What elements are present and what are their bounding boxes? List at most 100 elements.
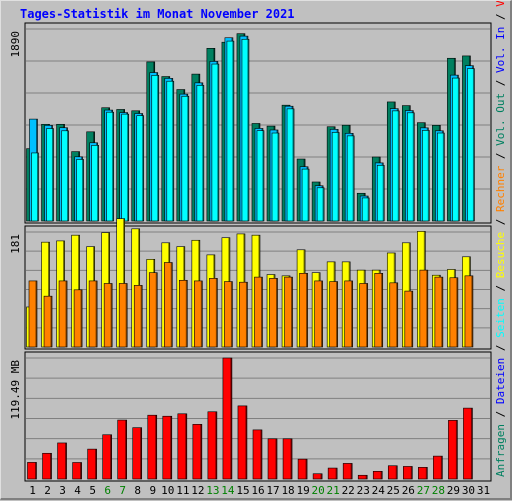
bar-rechner-day-2-outline	[43, 295, 53, 348]
bar-volumen-day-16-shade	[260, 429, 262, 479]
bar-volumen-day-10	[162, 416, 172, 479]
bar-seiten-day-13-shade	[217, 64, 219, 221]
bar-seiten-day-10-shade	[172, 81, 174, 221]
legend-entry: /	[494, 212, 507, 232]
bar-rechner-day-25-outline	[389, 282, 399, 348]
bar-rechner-day-16-outline	[254, 276, 263, 348]
bar-volumen-day-30	[463, 408, 473, 479]
bar-seiten-day-17	[272, 133, 280, 221]
bar-besuche-day-2	[41, 242, 50, 347]
bar-seiten-day-15-shade	[247, 39, 249, 222]
bar-volumen-day-4-shade	[80, 462, 82, 479]
bar-volumen-day-8-shade	[140, 427, 142, 479]
bar-besuche-day-7	[116, 218, 125, 347]
bar-rechner-day-8-outline	[133, 285, 143, 348]
x-tick-label-day-16: 16	[251, 484, 264, 497]
bar-volumen-day-23	[358, 475, 368, 479]
bar-seiten-day-2	[46, 128, 54, 221]
bar-seiten-day-14	[226, 41, 234, 221]
bar-volumen-day-11-outline	[177, 413, 188, 480]
bar-volumen-day-25-outline	[387, 465, 398, 480]
bar-seiten-day-19-outline	[301, 168, 310, 222]
x-tick-label-day-18: 18	[281, 484, 294, 497]
bar-rechner-day-8	[134, 285, 143, 347]
bar-seiten-day-9-outline	[151, 75, 160, 222]
bar-volumen-day-17-outline	[267, 438, 278, 480]
bar-volumen-day-2-outline	[42, 452, 52, 480]
bar-seiten-day-18-shade	[292, 108, 295, 221]
bar-rechner-day-17	[269, 278, 278, 347]
bar-rechner-day-3	[59, 280, 68, 347]
bar-seiten-day-24-outline	[376, 165, 385, 222]
bar-rechner-day-14-shade	[230, 281, 233, 347]
x-tick-label-day-1: 1	[29, 484, 36, 497]
bar-volumen-day-29-shade	[455, 420, 458, 479]
bar-volumen-day-30-shade	[470, 408, 473, 479]
x-tick-label-day-9: 9	[149, 484, 156, 497]
chart-title: Tages-Statistik im Monat November 2021	[20, 7, 295, 21]
bar-volumen-day-12-outline	[192, 424, 203, 480]
bar-volumen-day-26-shade	[410, 466, 413, 479]
x-tick-label-day-3: 3	[59, 484, 66, 497]
bar-volumen-day-19-outline	[297, 458, 308, 480]
legend-entry: /	[494, 73, 507, 93]
bar-rechner-day-4-shade	[80, 289, 83, 347]
bar-volumen-day-16	[252, 429, 262, 479]
bar-volumen-day-21-outline	[327, 467, 338, 480]
bar-volumen-day-29	[448, 420, 458, 479]
bar-volumen-day-14	[222, 358, 232, 479]
bar-rechner-day-28-outline	[434, 276, 444, 348]
bar-volumen-day-16-outline	[252, 429, 263, 480]
legend-entry: Rechner	[494, 165, 507, 212]
bar-seiten-day-21	[332, 132, 340, 221]
bar-rechner-day-6-shade	[110, 283, 113, 347]
bar-rechner-day-12	[194, 280, 203, 347]
bar-rechner-day-12-outline	[194, 280, 203, 348]
bar-seiten-day-12-shade	[202, 85, 204, 221]
bar-rechner-day-29	[449, 277, 458, 347]
bar-volumen-day-30-outline	[463, 407, 473, 480]
x-tick-label-day-20: 20	[312, 484, 325, 497]
bar-volumen-day-4-outline	[72, 462, 82, 480]
bar-rechner-day-18-shade	[291, 277, 293, 347]
bar-seiten-day-29-shade	[457, 78, 460, 221]
legend-entry: Dateien	[494, 358, 507, 404]
bar-seiten-day-8	[136, 115, 144, 221]
bar-rechner-day-23-outline	[359, 283, 369, 348]
bar-rechner-day-2	[44, 296, 53, 347]
bar-seiten-day-15	[241, 39, 249, 222]
bar-rechner-day-13-outline	[209, 278, 218, 348]
bar-seiten-day-17-outline	[271, 132, 280, 222]
x-tick-label-day-14: 14	[221, 484, 235, 497]
bar-seiten-day-13-outline	[211, 63, 220, 222]
bar-seiten-day-13	[211, 64, 219, 221]
bar-seiten-day-14-outline	[226, 40, 235, 222]
bar-volumen-day-27	[418, 467, 428, 479]
x-tick-label-day-13: 13	[206, 484, 219, 497]
bar-seiten-day-5	[91, 145, 99, 221]
bar-volumen-day-24	[373, 471, 383, 479]
bar-rechner-day-27-outline	[419, 269, 429, 348]
legend-entry: Vol. In	[494, 27, 507, 73]
bar-rechner-day-27	[419, 270, 428, 347]
bar-rechner-day-21	[329, 281, 338, 347]
bar-volumen-day-13-outline	[207, 411, 218, 480]
right-legend: Anfragen / Dateien / Seiten / Besuche / …	[494, 1, 507, 477]
bar-rechner-day-30	[464, 275, 473, 347]
bar-seiten-day-11-outline	[181, 95, 190, 222]
legend-entry: Seiten	[494, 298, 507, 338]
bar-volumen-day-12-shade	[200, 424, 202, 479]
x-tick-label-day-22: 22	[342, 484, 355, 497]
bar-volumen-day-27-shade	[425, 467, 428, 479]
bar-volumen-day-21-shade	[335, 468, 338, 479]
x-tick-label-day-8: 8	[134, 484, 141, 497]
bar-seiten-day-19-shade	[307, 169, 310, 221]
bar-rechner-day-17-shade	[276, 278, 278, 347]
bar-volumen-day-19-shade	[305, 459, 308, 479]
bar-rechner-day-24-outline	[374, 272, 384, 348]
bar-volumen-day-22-outline	[342, 463, 353, 480]
bar-rechner-day-11	[179, 280, 188, 347]
bar-seiten-day-7-outline	[121, 113, 129, 222]
bar-seiten-day-25-outline	[391, 110, 400, 222]
bar-seiten-day-7	[121, 114, 129, 221]
